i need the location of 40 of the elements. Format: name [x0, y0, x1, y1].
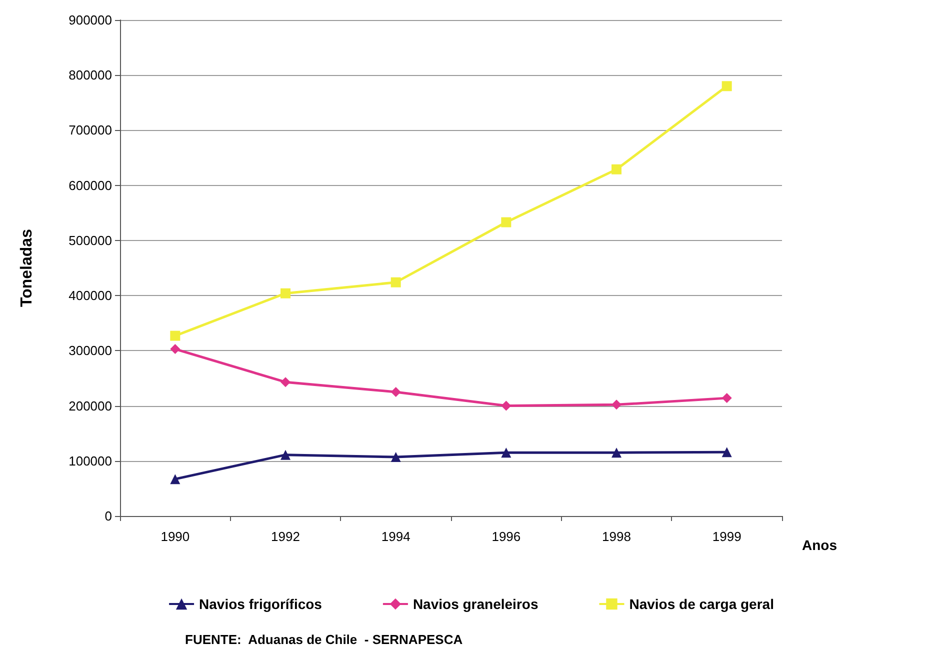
- point: [280, 377, 290, 388]
- point: [390, 387, 401, 397]
- legend-label: Navios de carga geral: [629, 596, 774, 612]
- point: [170, 344, 180, 354]
- x-tick-label: 1999: [712, 529, 742, 544]
- point: [612, 400, 622, 410]
- x-tick-label: 1990: [160, 529, 190, 544]
- y-tick-label: 800000: [68, 68, 112, 83]
- x-tick-label: 1994: [381, 529, 410, 544]
- y-tick-label: 900000: [68, 12, 112, 28]
- x-tick-label: 1992: [271, 529, 300, 544]
- y-tick-label: 500000: [68, 232, 112, 248]
- point: [722, 81, 732, 92]
- y-tick-label: 600000: [68, 178, 112, 193]
- point: [722, 393, 732, 404]
- y-tick-label: 0: [104, 508, 112, 524]
- point: [722, 447, 732, 458]
- y-tick-label: 100000: [68, 453, 112, 468]
- x-tick-label: 1996: [492, 529, 521, 544]
- x-axis-title: Anos: [802, 537, 838, 553]
- point: [390, 452, 401, 462]
- point: [280, 450, 290, 460]
- x-tick-label: 1998: [602, 529, 631, 544]
- point: [280, 288, 290, 298]
- point: [170, 330, 180, 341]
- point: [501, 448, 512, 458]
- point: [612, 448, 622, 458]
- source-note: FUENTE: Aduanas de Chile - SERNAPESCA: [185, 632, 464, 647]
- y-tick-label: 400000: [68, 288, 112, 304]
- point: [501, 217, 512, 228]
- point: [501, 400, 512, 411]
- y-tick-label: 200000: [68, 398, 112, 414]
- point: [390, 277, 401, 288]
- y-tick-label: 300000: [68, 343, 112, 358]
- legend-label: Navios frigoríficos: [199, 596, 322, 612]
- y-tick-label: 700000: [68, 122, 112, 138]
- legend-label: Navios graneleiros: [412, 596, 538, 612]
- point: [170, 474, 180, 484]
- y-axis-title: Toneladas: [18, 228, 36, 307]
- point: [612, 164, 622, 174]
